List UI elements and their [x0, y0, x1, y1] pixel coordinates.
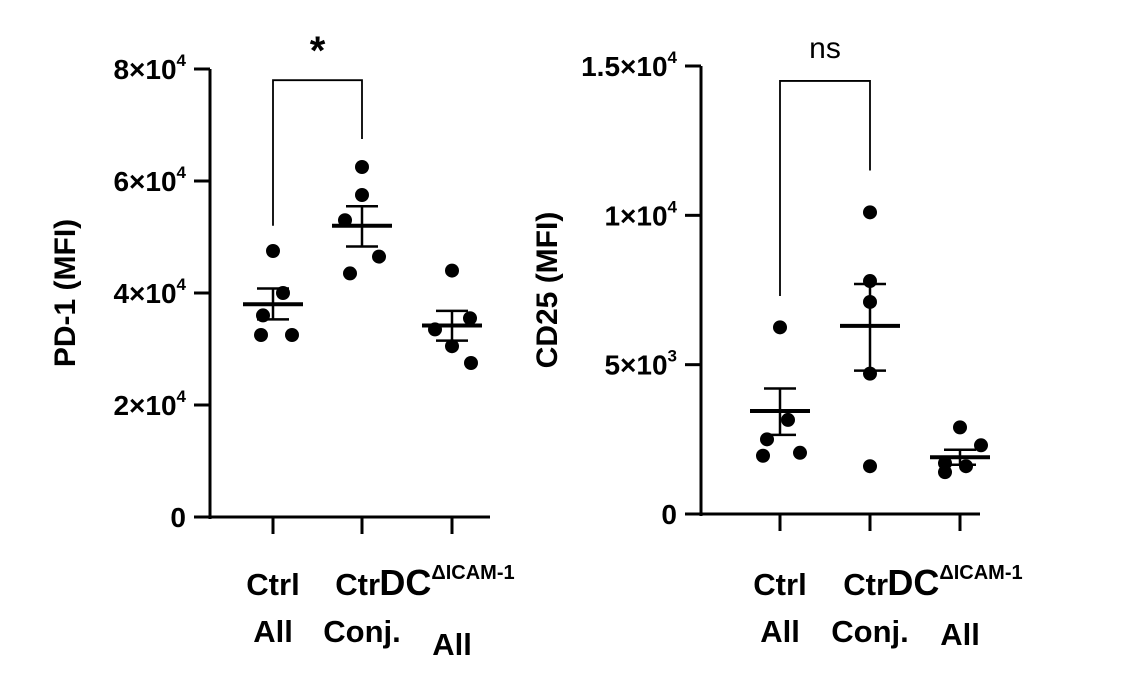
data-point: [343, 266, 357, 281]
y-tick-exponent: 4: [177, 163, 187, 182]
y-tick-label: 0: [661, 499, 677, 530]
category-label-line1: Ctrl: [753, 567, 806, 602]
significance-bracket: [779, 80, 871, 296]
group-1: [840, 205, 900, 474]
data-point: [781, 412, 795, 427]
y-tick-label: 2×104: [113, 387, 186, 421]
category-label: Ctrl: [753, 567, 806, 602]
y-tick-label: 0: [170, 502, 186, 533]
data-point: [355, 188, 369, 202]
y-tick-exponent: 4: [177, 275, 187, 294]
category-label: Ctrl: [246, 567, 299, 602]
y-tick-label: 5×103: [604, 347, 677, 381]
category-label: DCΔICAM-1: [379, 562, 514, 603]
category-label-line2: All: [432, 627, 472, 662]
y-tick-mantissa: 2×10: [113, 390, 176, 421]
group-2: [422, 263, 482, 370]
y-tick-exponent: 4: [177, 387, 187, 406]
y-tick-mantissa: 4×10: [113, 278, 176, 309]
significance-label: *: [310, 29, 326, 73]
data-point: [959, 459, 973, 474]
data-point: [938, 465, 952, 480]
data-point: [793, 445, 807, 460]
y-tick-label: 1×104: [604, 197, 677, 231]
category-label: DCΔICAM-1: [887, 562, 1022, 603]
y-tick-exponent: 3: [668, 347, 677, 366]
data-point: [974, 438, 988, 453]
data-point: [953, 420, 967, 435]
group-2: [930, 420, 990, 480]
data-point: [445, 263, 459, 278]
group-1: [332, 160, 392, 281]
y-tick-mantissa: 0: [661, 499, 677, 530]
y-tick-exponent: 4: [668, 48, 678, 67]
y-tick-mantissa: 6×10: [113, 166, 176, 197]
y-tick-mantissa: 1×10: [604, 200, 667, 231]
category-label-line1: Ctrl: [335, 567, 388, 602]
data-point: [266, 244, 280, 258]
group-0: [750, 320, 810, 463]
data-point: [355, 160, 369, 174]
category-label-superscript: ΔICAM-1: [939, 562, 1022, 584]
y-axis-label: PD-1 (MFI): [49, 219, 82, 367]
category-label: Ctrl: [335, 567, 388, 602]
category-label-line2: All: [940, 617, 980, 652]
y-tick-mantissa: 1.5×10: [581, 51, 667, 82]
panel-pd1: 02×1044×1046×1048×104CtrlAllCtrlConj.DCΔ…: [49, 29, 515, 662]
y-tick-mantissa: 0: [170, 502, 186, 533]
category-label-line2: All: [760, 614, 800, 649]
y-axis-label: CD25 (MFI): [531, 212, 564, 369]
data-point: [464, 356, 478, 370]
y-tick-label: 6×104: [113, 163, 186, 197]
category-label-line1: Ctrl: [843, 567, 896, 602]
category-label-line2: Conj.: [323, 614, 401, 649]
data-point: [445, 339, 459, 354]
y-tick-exponent: 4: [668, 197, 678, 216]
y-tick-label: 4×104: [113, 275, 186, 309]
data-point: [773, 320, 787, 335]
data-point: [756, 448, 770, 463]
data-point: [863, 205, 877, 220]
category-label: Ctrl: [843, 567, 896, 602]
category-label-line1: Ctrl: [246, 567, 299, 602]
y-tick-label: 8×104: [113, 51, 186, 85]
data-point: [285, 328, 299, 342]
data-point: [863, 459, 877, 474]
significance-label: ns: [809, 32, 841, 65]
data-point: [372, 249, 386, 264]
category-label-superscript: ΔICAM-1: [431, 562, 514, 584]
y-tick-mantissa: 5×10: [604, 350, 667, 381]
y-tick-mantissa: 8×10: [113, 54, 176, 85]
panel-cd25: 05×1031×1041.5×104CtrlAllCtrlConj.DCΔICA…: [531, 32, 1023, 652]
data-point: [338, 213, 352, 228]
group-0: [243, 244, 303, 342]
data-point: [463, 311, 477, 326]
category-label-line2: All: [253, 614, 293, 649]
y-tick-label: 1.5×104: [581, 48, 677, 82]
category-label-line1: DC: [379, 562, 431, 603]
data-point: [254, 328, 268, 342]
category-label-line2: Conj.: [831, 614, 909, 649]
y-tick-exponent: 4: [177, 51, 187, 70]
significance-bracket: [272, 79, 363, 226]
category-label-line1: DC: [887, 562, 939, 603]
